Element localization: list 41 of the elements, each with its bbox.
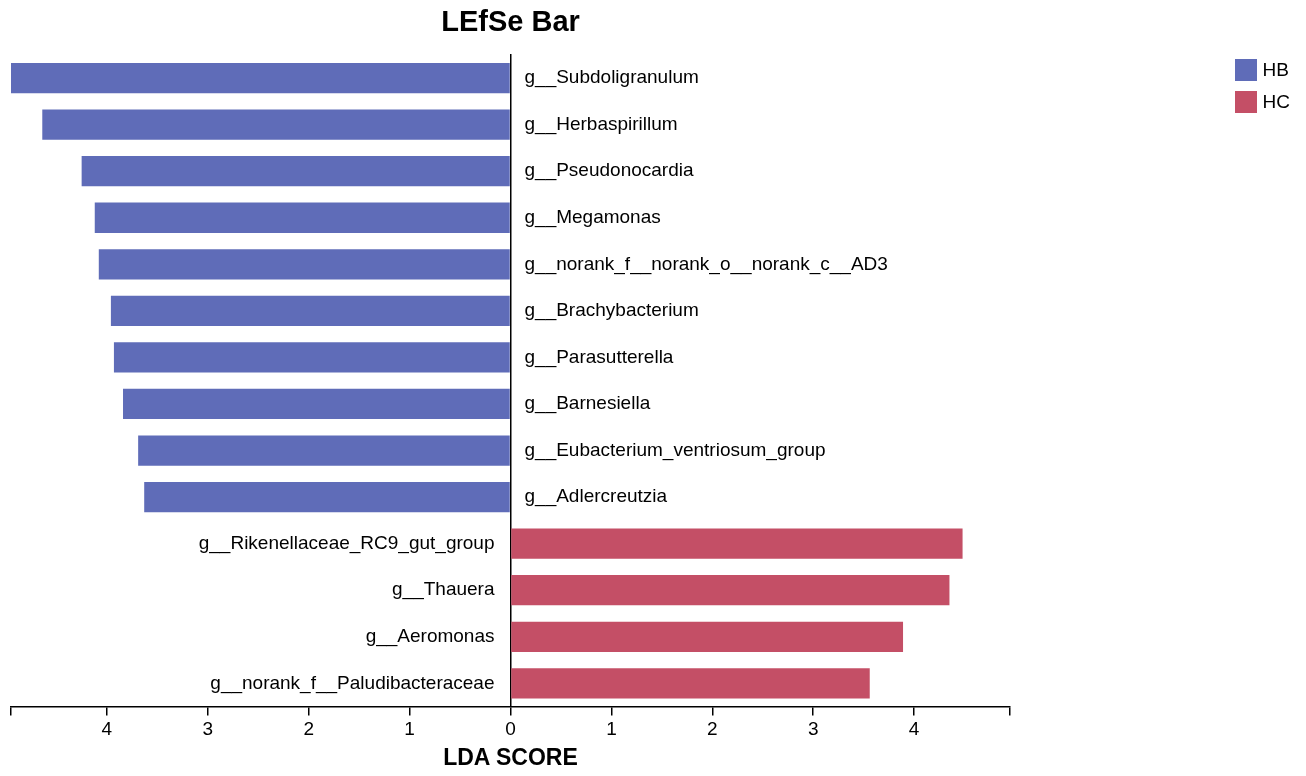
y-tick-label: g__Parasutterella: [524, 345, 674, 368]
legend-label: HB: [1262, 59, 1289, 81]
bar: [11, 62, 510, 94]
x-tick-label: 0: [505, 718, 516, 740]
legend-label: HC: [1262, 91, 1290, 113]
chart-title: LEfSe Bar: [441, 5, 580, 38]
x-tick-label: 2: [707, 718, 718, 740]
y-tick-label: g__Aeromonas: [365, 625, 495, 647]
bar: [94, 202, 510, 233]
bar: [144, 481, 510, 513]
bar: [511, 575, 950, 606]
x-tick-label: 3: [202, 718, 214, 740]
x-tick-label: 2: [303, 718, 314, 740]
y-tick-label: g__Megamonas: [524, 205, 661, 228]
bar: [511, 621, 904, 652]
bar: [123, 388, 510, 420]
bar: [42, 109, 510, 140]
y-tick-label: g__Thauera: [392, 578, 495, 601]
y-tick-label: g__Subdoligranulum: [524, 66, 699, 89]
y-tick-label: g__Pseudonocardia: [524, 159, 694, 182]
bar: [138, 435, 510, 466]
bar: [81, 156, 510, 187]
y-tick-label: g__Eubacterium_ventriosum_group: [524, 438, 826, 461]
x-tick-label: 3: [807, 718, 819, 740]
y-tick-label: g__norank_f__Paludibacteraceae: [210, 671, 495, 694]
x-tick-label: 1: [404, 718, 415, 740]
y-tick-label: g__norank_f__norank_o__norank_c__AD3: [524, 252, 888, 275]
x-tick-label: 4: [101, 718, 113, 740]
y-tick-label: g__Rikenellaceae_RC9_gut_group: [198, 531, 495, 554]
bar: [110, 295, 510, 326]
x-axis-title: LDA SCORE: [443, 743, 578, 770]
y-tick-label: g__Brachybacterium: [524, 299, 699, 322]
bar: [98, 249, 510, 280]
bar: [113, 342, 510, 373]
x-tick-label: 1: [606, 718, 617, 740]
y-tick-label: g__Barnesiella: [524, 392, 651, 415]
y-tick-label: g__Herbaspirillum: [524, 112, 678, 135]
bar: [511, 528, 963, 559]
x-tick-label: 4: [908, 718, 920, 740]
y-tick-label: g__Adlercreutzia: [524, 485, 668, 508]
bar: [511, 668, 870, 699]
